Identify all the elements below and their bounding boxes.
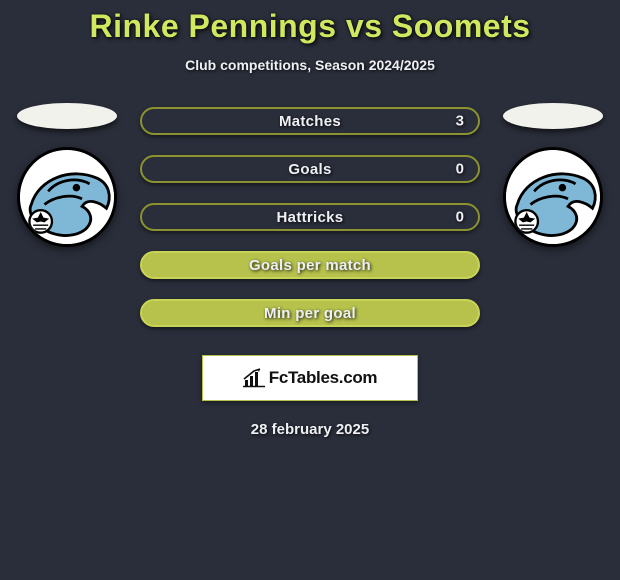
stat-label: Min per goal [264, 305, 356, 322]
player-photo-placeholder-left [17, 103, 117, 129]
brand-watermark[interactable]: FcTables.com [202, 355, 418, 401]
stat-bar: Goals 0 [140, 155, 480, 183]
stat-label: Goals [288, 161, 331, 178]
page-title: Rinke Pennings vs Soomets [0, 8, 620, 45]
comparison-card: Rinke Pennings vs Soomets Club competiti… [0, 0, 620, 438]
brand-text: FcTables.com [269, 368, 378, 388]
page-subtitle: Club competitions, Season 2024/2025 [0, 57, 620, 73]
stat-value-right: 3 [456, 113, 464, 130]
club-logo-left [17, 147, 117, 247]
stat-bar: Min per goal [140, 299, 480, 327]
club-logo-right [503, 147, 603, 247]
stat-label: Matches [279, 113, 341, 130]
stat-label: Hattricks [277, 209, 344, 226]
stat-bar: Matches 3 [140, 107, 480, 135]
snapshot-date: 28 february 2025 [0, 421, 620, 438]
stat-bar: Hattricks 0 [140, 203, 480, 231]
main-row: Matches 3 Goals 0 Hattricks 0 Goals per match M… [0, 101, 620, 327]
stat-value-right: 0 [456, 161, 464, 178]
right-player-col [498, 101, 608, 247]
stat-label: Goals per match [249, 257, 371, 274]
stat-bar: Goals per match [140, 251, 480, 279]
left-player-col [12, 101, 122, 247]
chart-icon [243, 368, 265, 388]
stats-column: Matches 3 Goals 0 Hattricks 0 Goals per match M… [140, 101, 480, 327]
stat-value-right: 0 [456, 209, 464, 226]
player-photo-placeholder-right [503, 103, 603, 129]
